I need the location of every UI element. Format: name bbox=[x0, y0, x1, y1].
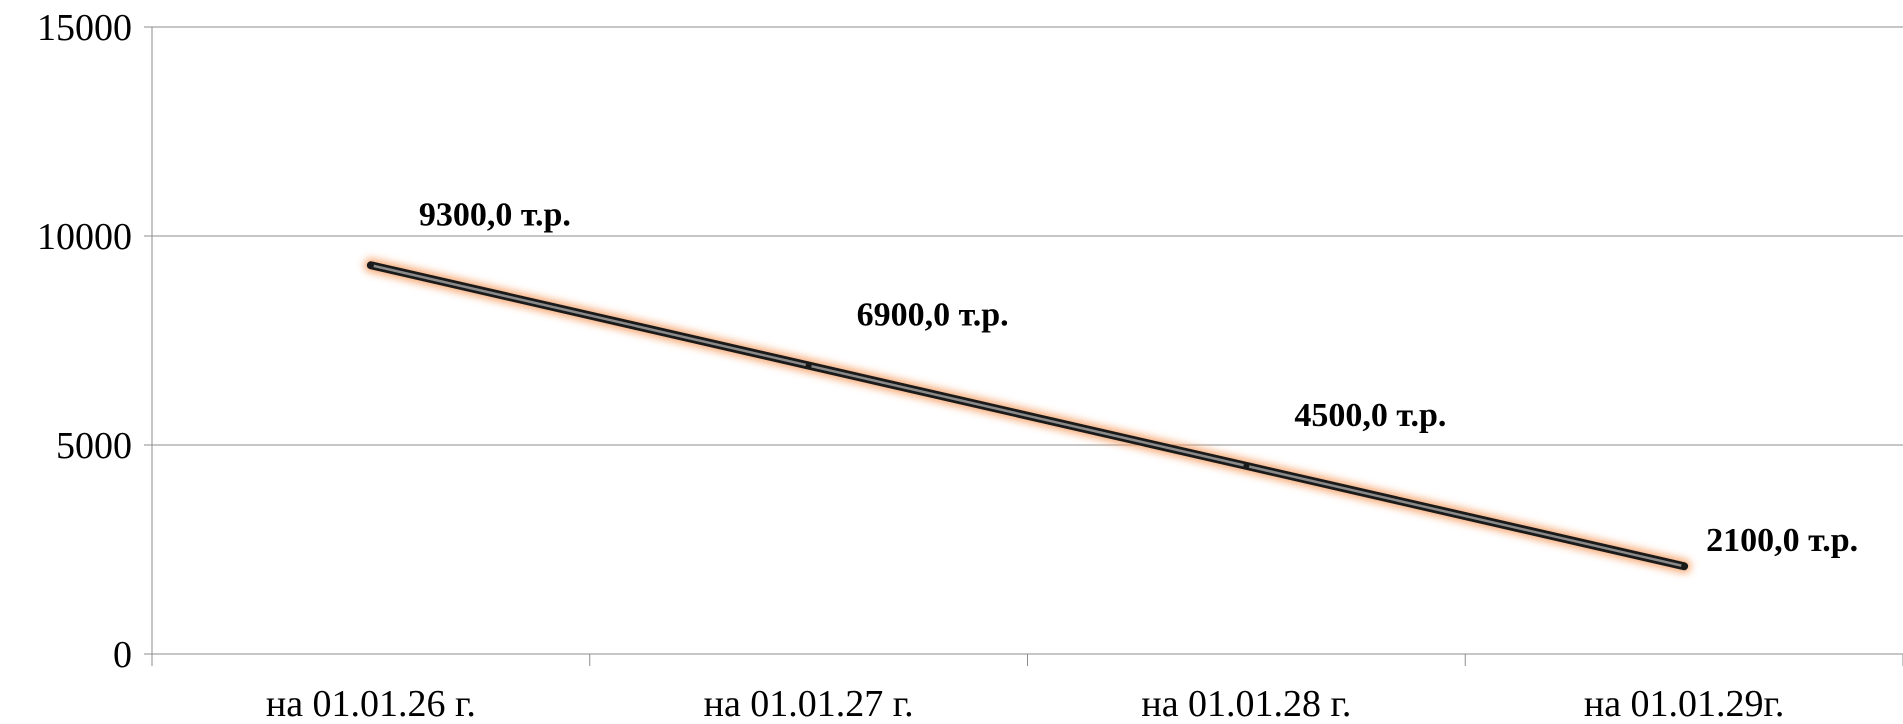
y-tick-label: 10000 bbox=[37, 216, 132, 258]
data-point bbox=[1243, 462, 1250, 469]
x-axis-tick-labels: на 01.01.26 г. на 01.01.27 г. на 01.01.28 … bbox=[266, 683, 1785, 724]
y-tick-label: 5000 bbox=[56, 425, 132, 467]
data-label: 2100,0 т.р. bbox=[1706, 522, 1858, 559]
data-point bbox=[367, 262, 374, 269]
x-tick-label: на 01.01.27 г. bbox=[704, 683, 914, 724]
series bbox=[363, 258, 1692, 574]
x-tick-label: на 01.01.28 г. bbox=[1141, 683, 1351, 724]
y-axis-tick-labels: 0 5000 10000 15000 bbox=[37, 7, 132, 676]
axes bbox=[144, 26, 1903, 666]
y-tick-label: 0 bbox=[113, 634, 132, 676]
y-tick-label: 15000 bbox=[37, 7, 132, 49]
data-label: 9300,0 т.р. bbox=[419, 196, 571, 233]
gridlines bbox=[152, 26, 1903, 446]
data-labels: 9300,0 т.р. 6900,0 т.р. 4500,0 т.р. 2100,0 … bbox=[419, 196, 1858, 559]
data-label: 4500,0 т.р. bbox=[1294, 397, 1446, 434]
series-line-core bbox=[369, 264, 1686, 568]
data-point bbox=[1681, 563, 1688, 570]
data-label: 6900,0 т.р. bbox=[857, 297, 1009, 334]
x-tick-label: на 01.01.26 г. bbox=[266, 683, 476, 724]
x-tick-label: на 01.01.29г. bbox=[1584, 683, 1785, 724]
data-point bbox=[805, 362, 812, 369]
